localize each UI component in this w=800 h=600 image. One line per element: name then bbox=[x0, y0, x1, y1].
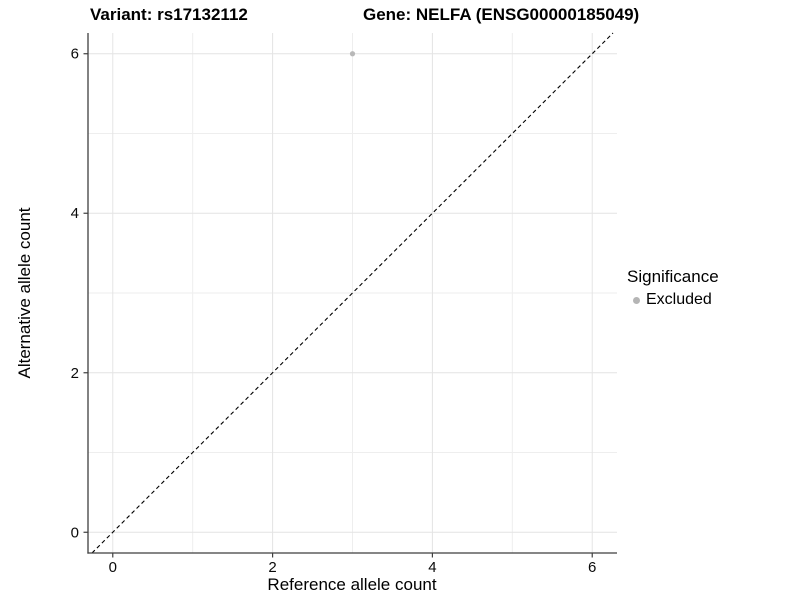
x-axis-title: Reference allele count bbox=[267, 575, 437, 594]
data-point bbox=[349, 51, 356, 57]
legend-item-label: Excluded bbox=[646, 291, 712, 308]
identity-line bbox=[91, 32, 614, 554]
y-tick-label: 4 bbox=[71, 205, 79, 222]
y-tick-label: 6 bbox=[71, 46, 79, 63]
plot-title-gene: Gene: NELFA (ENSG00000185049) bbox=[363, 5, 640, 24]
legend-title: Significance bbox=[627, 267, 719, 286]
legend: Significance Excluded bbox=[627, 267, 719, 309]
legend-item-excluded: Excluded bbox=[627, 291, 719, 309]
y-tick-label: 0 bbox=[71, 524, 79, 541]
legend-point-icon bbox=[633, 296, 640, 304]
plot-title-variant: Variant: rs17132112 bbox=[90, 5, 248, 24]
x-tick-label: 0 bbox=[109, 559, 117, 576]
x-tick-label: 4 bbox=[428, 559, 436, 576]
y-axis-title: Alternative allele count bbox=[15, 207, 34, 379]
x-tick-label: 6 bbox=[588, 559, 596, 576]
x-tick-label: 2 bbox=[268, 559, 276, 576]
y-tick-label: 2 bbox=[71, 365, 79, 382]
